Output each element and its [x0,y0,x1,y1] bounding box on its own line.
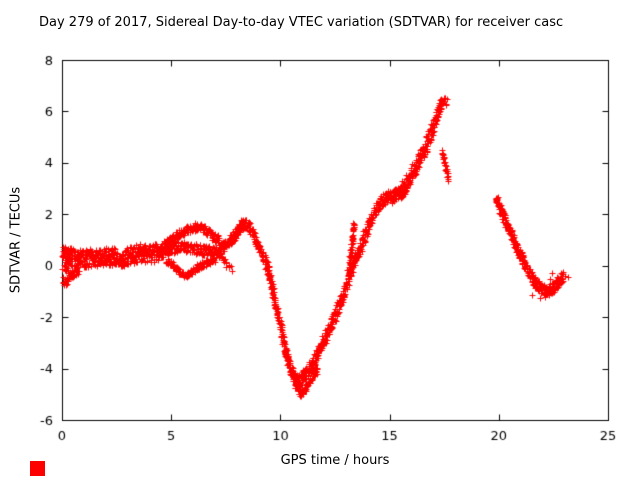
corner-marker-square [30,461,45,476]
chart-title: Day 279 of 2017, Sidereal Day-to-day VTE… [39,15,564,30]
y-axis-label: SDTVAR / TECUs [8,186,24,294]
x-axis-label: GPS time / hours [280,453,390,468]
